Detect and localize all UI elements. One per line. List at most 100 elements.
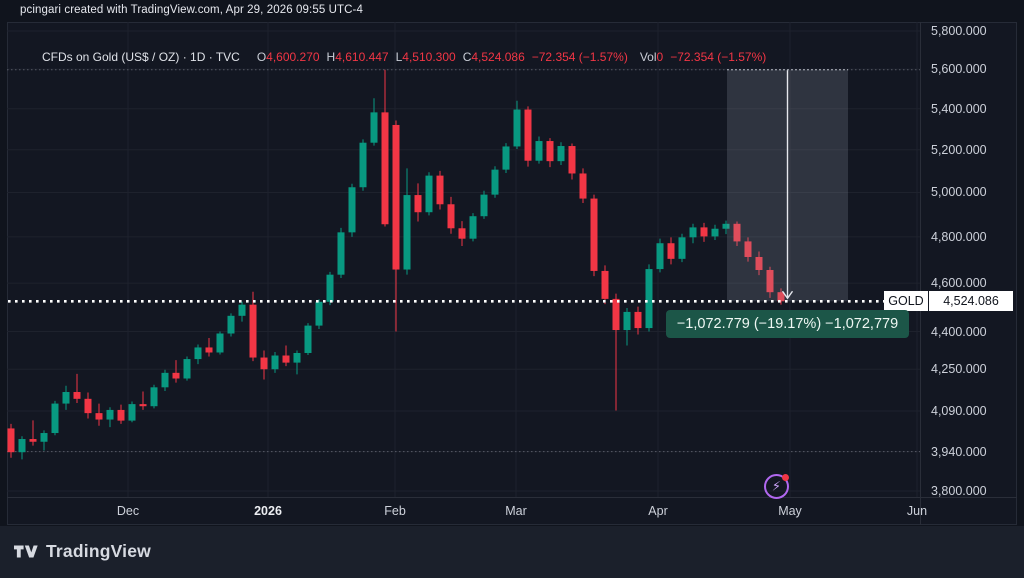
tradingview-logo[interactable]: TradingView xyxy=(14,541,151,562)
candle xyxy=(73,392,81,399)
candle xyxy=(755,256,763,270)
candle xyxy=(128,404,136,421)
candlestick-chart[interactable] xyxy=(7,22,920,497)
bottom-strip xyxy=(0,526,1024,578)
candle xyxy=(469,216,477,239)
candle xyxy=(282,355,290,363)
candle xyxy=(678,237,686,259)
chart-panel: CFDs on Gold (US$ / OZ) · 1D · TVC O4,600… xyxy=(7,22,1017,525)
candle xyxy=(777,292,785,302)
candle xyxy=(40,433,48,442)
price-axis-label: 4,800.000 xyxy=(931,229,987,244)
last-price-symbol-tag: GOLD xyxy=(884,291,928,312)
candle xyxy=(359,142,367,188)
candle xyxy=(106,409,114,420)
symbol-title[interactable]: CFDs on Gold (US$ / OZ) · 1D · TVC xyxy=(42,50,240,64)
alerts-lightning-icon[interactable]: ⚡︎ xyxy=(764,474,789,499)
candle xyxy=(227,315,235,334)
candle xyxy=(436,175,444,205)
candle xyxy=(29,439,37,442)
candle xyxy=(216,333,224,353)
time-axis-label: Dec xyxy=(116,504,140,518)
candle xyxy=(744,241,752,257)
low-value: 4,510.300 xyxy=(402,50,456,64)
candle xyxy=(271,355,279,370)
candle xyxy=(337,232,345,275)
time-axis[interactable]: Dec 2026 Feb Mar Apr May Jun xyxy=(7,498,927,525)
candle xyxy=(403,195,411,270)
candle xyxy=(425,175,433,213)
candle xyxy=(557,146,565,162)
price-axis-label: 5,800.000 xyxy=(931,24,987,38)
time-axis-label: Feb xyxy=(384,504,406,518)
candle xyxy=(480,194,488,217)
time-axis-label: Mar xyxy=(505,504,527,518)
price-axis[interactable]: 5,800.000 5,600.000 5,400.000 5,200.000 5,00… xyxy=(921,22,1017,498)
candle xyxy=(568,146,576,174)
candle xyxy=(733,223,741,242)
close-value: 4,524.086 xyxy=(471,50,525,64)
time-axis-label: May xyxy=(778,504,802,518)
volume-value: 0 xyxy=(656,50,664,64)
candle xyxy=(249,304,257,358)
candle xyxy=(513,109,521,147)
price-axis-label: 3,800.000 xyxy=(931,484,987,498)
change-value: −72.354 (−1.57%) xyxy=(531,50,628,64)
price-axis-label: 4,250.000 xyxy=(931,362,987,377)
time-axis-label: Jun xyxy=(906,504,928,518)
candle xyxy=(348,187,356,233)
candle xyxy=(491,169,499,195)
candle xyxy=(601,270,609,299)
candle xyxy=(62,392,70,404)
candle xyxy=(535,141,543,161)
high-label: H xyxy=(326,50,336,64)
candle xyxy=(139,404,147,407)
candle xyxy=(590,198,598,271)
candle xyxy=(194,347,202,360)
candle xyxy=(304,325,312,353)
price-axis-label: 4,600.000 xyxy=(931,276,987,291)
candle xyxy=(183,359,191,379)
measure-label[interactable]: −1,072.779 (−19.17%) −1,072,779 xyxy=(666,310,909,339)
candle xyxy=(623,311,631,331)
candle xyxy=(172,372,180,379)
candle xyxy=(645,269,653,329)
price-axis-label: 5,400.000 xyxy=(931,101,987,116)
candle xyxy=(161,372,169,388)
candle xyxy=(579,173,587,199)
symbol-legend[interactable]: CFDs on Gold (US$ / OZ) · 1D · TVC O4,600… xyxy=(42,50,766,64)
high-value: 4,610.447 xyxy=(335,50,389,64)
candle xyxy=(722,223,730,229)
candle xyxy=(502,146,510,170)
time-axis-separator xyxy=(7,497,1017,498)
candle xyxy=(315,301,323,326)
candle xyxy=(700,227,708,237)
candle xyxy=(634,311,642,329)
candle xyxy=(458,228,466,239)
price-axis-label: 5,600.000 xyxy=(931,62,987,77)
candle xyxy=(205,347,213,353)
candle xyxy=(260,357,268,370)
candle xyxy=(95,413,103,420)
candle xyxy=(612,298,620,331)
price-axis-label: 3,940.000 xyxy=(931,444,987,459)
candle xyxy=(117,409,125,421)
price-axis-separator xyxy=(920,22,921,525)
candle xyxy=(326,274,334,302)
tradingview-logo-text: TradingView xyxy=(46,541,151,561)
open-value: 4,600.270 xyxy=(266,50,320,64)
candle xyxy=(18,439,26,453)
measure-arrow-head xyxy=(781,290,794,300)
volume-change-value: −72.354 (−1.57%) xyxy=(670,50,767,64)
candle xyxy=(667,243,675,259)
candle xyxy=(370,112,378,143)
attribution-text: pcingari created with TradingView.com, A… xyxy=(20,4,363,16)
candle xyxy=(7,428,15,453)
price-axis-label: 5,000.000 xyxy=(931,185,987,200)
time-axis-label: Apr xyxy=(648,504,668,518)
candle xyxy=(381,112,389,225)
candle xyxy=(711,228,719,237)
candle xyxy=(546,141,554,162)
candle xyxy=(293,352,301,363)
candle xyxy=(766,269,774,293)
